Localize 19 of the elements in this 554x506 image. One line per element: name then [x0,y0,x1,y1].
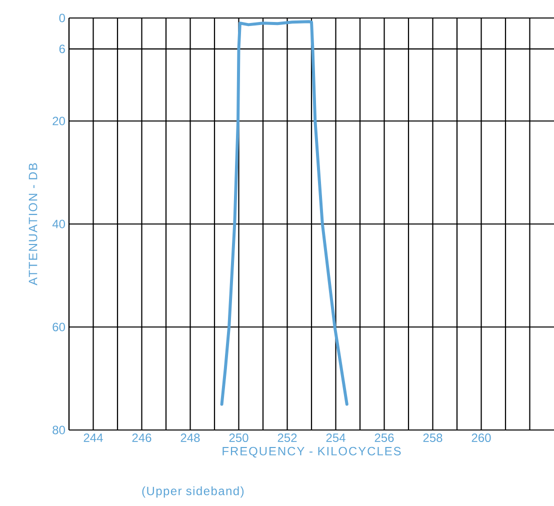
y-tick-label: 80 [52,426,66,434]
y-tick-label: 6 [59,44,65,54]
y-axis-title: ATTENUATION - DB [28,163,38,286]
line-series [220,20,348,406]
x-tick-label: 256 [374,434,394,442]
text: (Upper sideband) [142,486,244,498]
x-tick-label: 246 [132,434,152,442]
x-tick-label: 244 [84,434,103,442]
y-tick-label: 0 [59,14,66,22]
x-tick-label: 252 [278,434,297,442]
x-tick-label: 250 [229,434,248,442]
y-tick-label: 60 [52,322,66,332]
x-tick-label: 258 [423,434,442,442]
x-tick-label: 248 [180,434,200,442]
y-tick-label: 40 [52,220,66,228]
x-axis-title: FREQUENCY - KILOCYCLES [222,446,401,458]
y-tick-label: 20 [52,116,66,126]
x-tick-label: 260 [472,434,491,442]
x-tick-label: 254 [326,434,346,442]
